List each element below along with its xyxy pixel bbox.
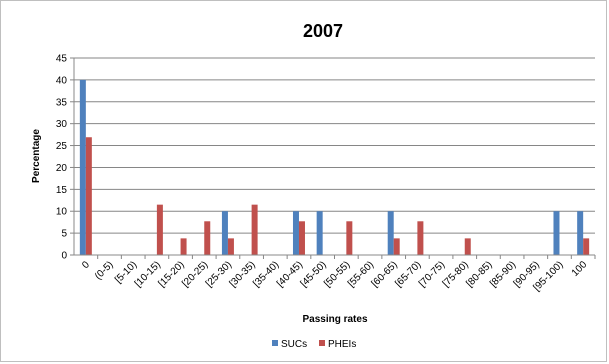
y-tick-label: 0	[61, 251, 67, 262]
x-tick-label: (0-5)	[93, 259, 116, 282]
y-axis-ticks: 0 5 10 15 20 25 30 35 40 45	[56, 54, 74, 262]
y-tick-label: 5	[61, 229, 67, 240]
bar-sucs	[292, 211, 299, 255]
bar-pheis	[227, 238, 234, 255]
y-tick-label: 25	[56, 141, 68, 152]
legend-label-pheis: PHEIs	[328, 339, 356, 350]
bar-pheis	[417, 221, 424, 255]
x-axis-title: Passing rates	[302, 314, 367, 325]
x-tick-label: 100	[570, 259, 590, 279]
bar-pheis	[251, 204, 258, 255]
y-tick-label: 45	[56, 54, 68, 65]
chart-title: 2007	[303, 21, 343, 41]
y-tick-label: 20	[56, 163, 68, 174]
bar-pheis	[85, 137, 92, 255]
bar-sucs	[387, 211, 394, 255]
bar-pheis	[156, 204, 163, 255]
y-tick-label: 30	[56, 119, 68, 130]
bar-pheis	[464, 238, 471, 255]
y-tick-label: 35	[56, 97, 68, 108]
legend-label-sucs: SUCs	[281, 339, 307, 350]
y-tick-label: 10	[56, 207, 68, 218]
bar-pheis	[180, 238, 187, 255]
bar-pheis	[346, 221, 353, 255]
bar-pheis	[583, 238, 590, 255]
bar-pheis	[204, 221, 211, 255]
bar-pheis	[393, 238, 400, 255]
bar-sucs	[221, 211, 228, 255]
y-axis-title: Percentage	[31, 129, 42, 183]
bar-sucs	[553, 211, 560, 255]
x-axis-ticks: 0 (0-5)[5-10)[10-15)[15-20)[20-25)[25-30)…	[80, 255, 596, 293]
y-tick-label: 15	[56, 185, 68, 196]
bar-sucs	[79, 79, 86, 255]
legend: SUCs PHEIs	[272, 339, 356, 350]
legend-swatch-pheis	[319, 340, 325, 346]
bar-sucs	[577, 211, 584, 255]
legend-swatch-sucs	[272, 340, 278, 346]
gridlines	[74, 57, 595, 234]
x-tick-label: 0	[80, 259, 92, 271]
bars	[79, 79, 590, 255]
bar-pheis	[298, 221, 305, 255]
y-tick-label: 40	[56, 75, 68, 86]
bar-sucs	[316, 211, 323, 255]
